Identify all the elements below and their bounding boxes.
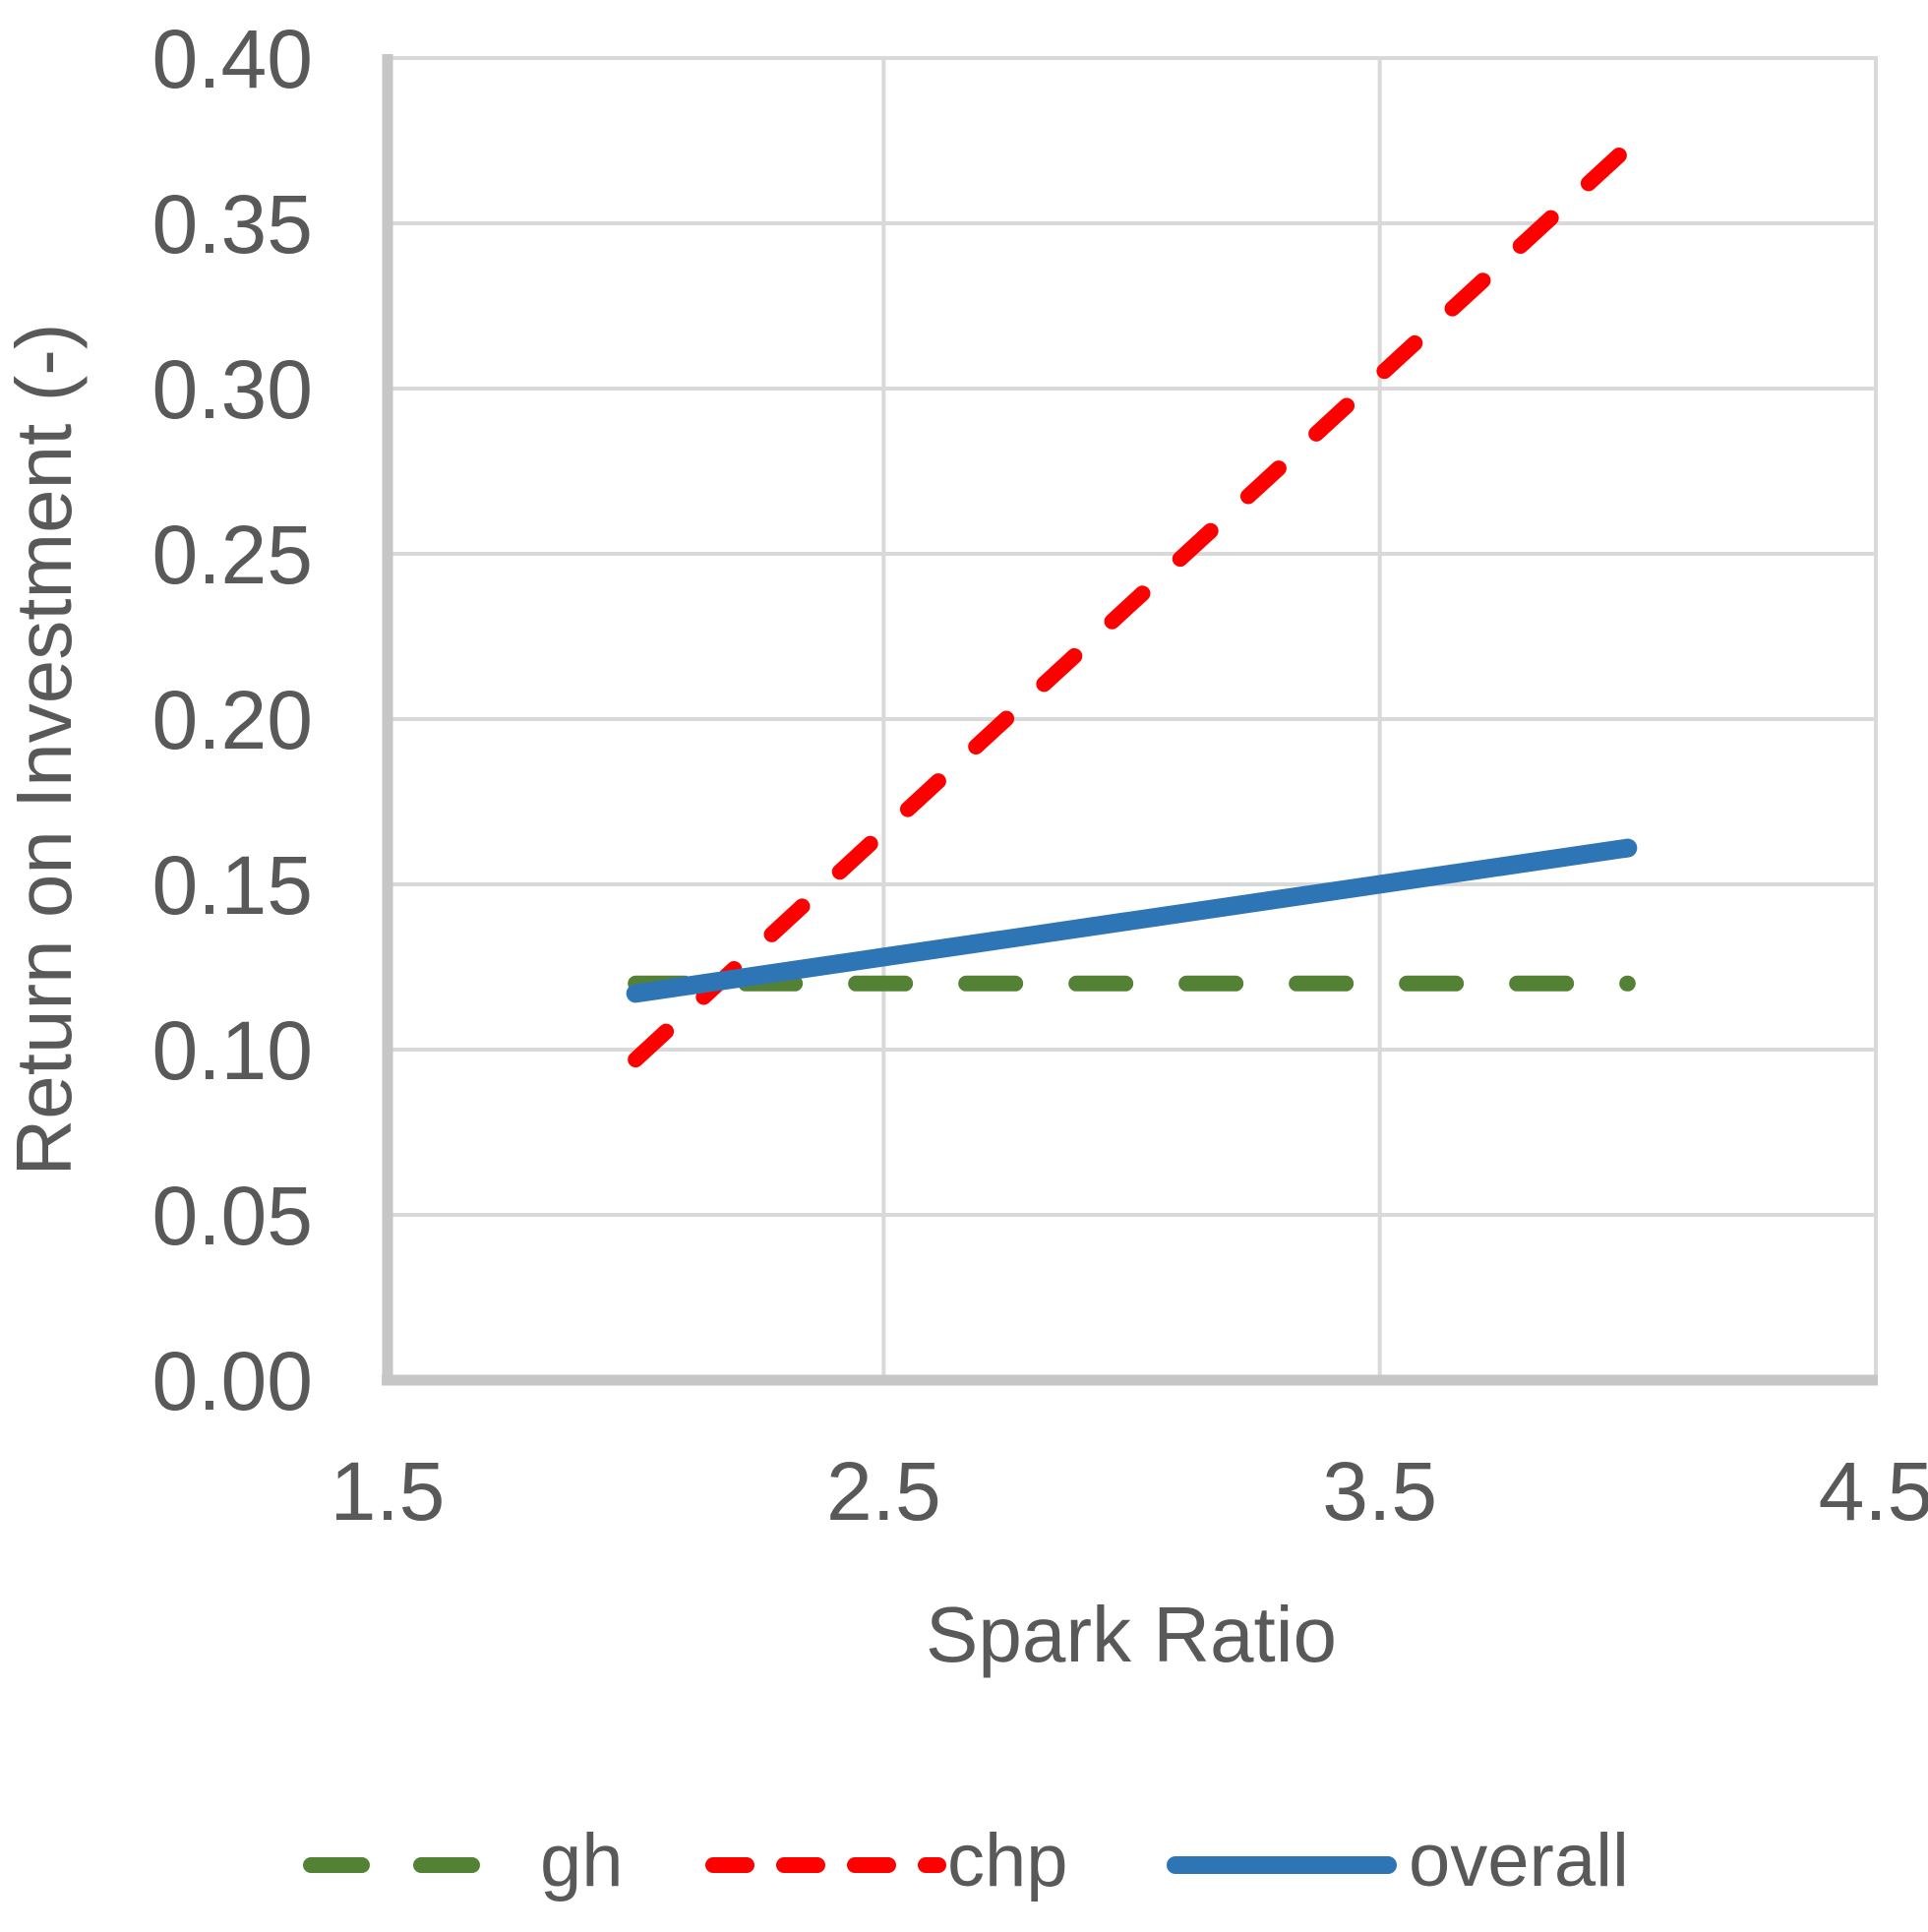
series-line-overall [626,838,1638,1003]
x-axis-title: Spark Ratio [926,1591,1337,1678]
x-tick-label: 3.5 [1322,1445,1437,1538]
series-line-chp [628,139,1636,1068]
legend-line-sample-gh [303,1857,484,1873]
x-tick-label: 1.5 [331,1445,446,1538]
y-tick-label: 0.30 [152,343,314,436]
y-tick-label: 0.00 [152,1335,314,1427]
y-tick-label: 0.25 [152,509,314,601]
y-tick-label: 0.20 [152,674,314,766]
y-tick-label: 0.40 [152,13,314,105]
legend-line-sample-chp [705,1857,946,1873]
legend-line-sample-overall [1167,1856,1397,1874]
y-tick-label: 0.10 [152,1004,314,1097]
legend-label-overall: overall [1409,1819,1629,1902]
y-tick-label: 0.15 [152,839,314,932]
legend-label-gh: gh [540,1819,624,1902]
legend-label-chp: chp [947,1819,1068,1902]
x-tick-label: 2.5 [826,1445,941,1538]
x-tick-label: 4.5 [1819,1445,1928,1538]
y-tick-label: 0.35 [152,178,314,271]
y-axis-title: Return on Investment (-) [0,323,88,1177]
y-tick-label: 0.05 [152,1170,314,1262]
